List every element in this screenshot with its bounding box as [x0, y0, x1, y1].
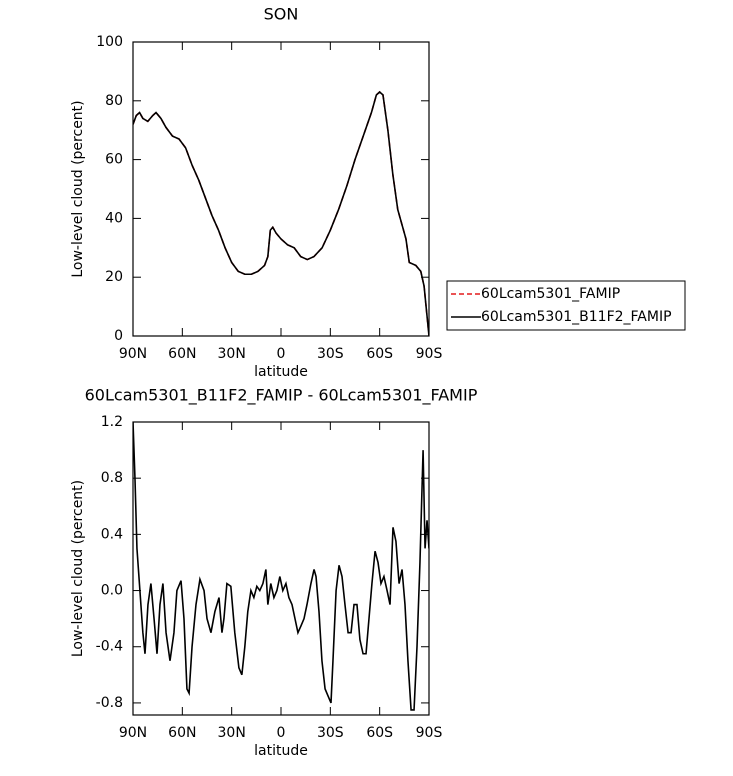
- x-tick-label: 90N: [119, 346, 147, 362]
- y-tick-label: 0: [114, 328, 123, 344]
- legend-label: 60Lcam5301_B11F2_FAMIP: [481, 309, 672, 325]
- x-axis-label: latitude: [254, 364, 308, 380]
- x-axis-label: latitude: [254, 743, 308, 759]
- x-tick-label: 0: [277, 725, 286, 741]
- x-tick-label: 30N: [218, 725, 246, 741]
- x-tick-label: 90N: [119, 725, 147, 741]
- y-axis-label: Low-level cloud (percent): [70, 480, 86, 657]
- y-tick-label: 20: [105, 269, 123, 285]
- y-tick-label: 60: [105, 152, 123, 168]
- chart-title: SON: [264, 5, 299, 24]
- x-tick-label: 30S: [317, 346, 344, 362]
- x-tick-label: 30N: [218, 346, 246, 362]
- plot: [133, 90, 429, 336]
- y-tick-label: 0.8: [101, 470, 123, 486]
- y-tick-label: 40: [105, 210, 123, 226]
- y-tick-label: -0.4: [96, 639, 123, 655]
- x-tick-label: 90S: [416, 346, 443, 362]
- plot-frame: [132, 421, 430, 716]
- y-tick-label: 100: [96, 34, 123, 50]
- legend-box: [446, 280, 686, 331]
- y-tick-label: 1.2: [101, 414, 123, 430]
- data-line: [133, 90, 429, 336]
- chart-title: 60Lcam5301_B11F2_FAMIP - 60Lcam5301_FAMI…: [85, 386, 478, 406]
- y-axis-label: Low-level cloud (percent): [70, 100, 86, 277]
- plot-frame: [132, 41, 430, 337]
- legend-label: 60Lcam5301_FAMIP: [481, 286, 620, 302]
- data-line: [133, 422, 429, 711]
- y-tick-label: -0.8: [96, 695, 123, 711]
- y-tick-label: 80: [105, 93, 123, 109]
- plot: [133, 422, 429, 711]
- y-tick-label: 0.4: [101, 526, 123, 542]
- x-tick-label: 60N: [168, 346, 196, 362]
- data-line: [133, 90, 429, 336]
- x-tick-label: 60N: [168, 725, 196, 741]
- x-tick-label: 90S: [416, 725, 443, 741]
- x-tick-label: 0: [277, 346, 286, 362]
- x-tick-label: 60S: [366, 346, 393, 362]
- y-tick-label: 0.0: [101, 583, 123, 599]
- x-tick-label: 60S: [366, 725, 393, 741]
- x-tick-label: 30S: [317, 725, 344, 741]
